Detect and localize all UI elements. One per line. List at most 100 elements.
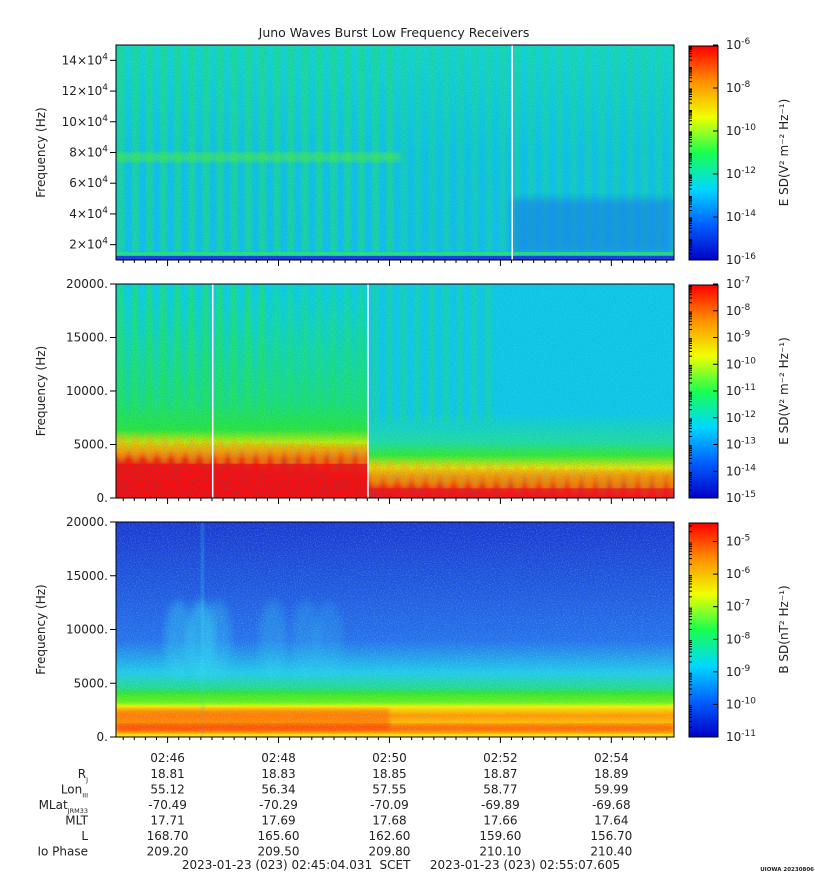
y-tick-label: 2×104 bbox=[69, 237, 108, 252]
ephemeris-value: 17.69 bbox=[261, 814, 295, 828]
ephemeris-value: 209.50 bbox=[258, 845, 300, 859]
y-tick-label: 14×104 bbox=[62, 52, 109, 67]
x-tick-label: 02:50 bbox=[372, 751, 407, 765]
y-tick-label: 0. bbox=[97, 491, 108, 505]
ephemeris-value: 162.60 bbox=[368, 829, 410, 843]
colorbar-tick-label: 10-16 bbox=[726, 252, 756, 267]
x-tick-label: 02:54 bbox=[594, 751, 629, 765]
y-tick-label: 12×104 bbox=[62, 83, 109, 98]
colorbar-tick-label: 10-13 bbox=[726, 437, 756, 452]
ephemeris-value: 168.70 bbox=[147, 829, 189, 843]
y-tick-label: 0. bbox=[97, 730, 108, 744]
x-tick-label: 02:46 bbox=[150, 751, 185, 765]
noise-texture bbox=[116, 284, 674, 498]
ephemeris-value: 17.71 bbox=[150, 814, 184, 828]
colorbar-tick-label: 10-8 bbox=[726, 303, 751, 318]
y-tick-label: 10×104 bbox=[62, 114, 109, 129]
ephemeris-value: -69.89 bbox=[481, 798, 520, 812]
ephemeris-table: RJ 18.81 18.83 18.85 18.87 18.89 LonIII 55.12 56… bbox=[37, 767, 632, 859]
colorbar-label: B SD(nT² Hz⁻¹) bbox=[777, 585, 791, 673]
colorbar-label: E SD(V² m⁻² Hz⁻¹) bbox=[777, 337, 791, 445]
ephemeris-value: 165.60 bbox=[258, 829, 300, 843]
spectrogram-image bbox=[116, 284, 674, 498]
colorbar-tick-label: 10-10 bbox=[726, 356, 756, 371]
colorbar bbox=[688, 45, 719, 261]
ephemeris-value: 18.81 bbox=[150, 767, 184, 781]
spectrogram-image bbox=[116, 45, 674, 260]
ephemeris-value: -70.29 bbox=[259, 798, 298, 812]
colorbar-tick-label: 10-9 bbox=[726, 664, 751, 679]
ephemeris-value: 159.60 bbox=[479, 829, 521, 843]
y-tick-label: 10000. bbox=[66, 623, 108, 637]
ephemeris-value: 17.64 bbox=[594, 814, 628, 828]
ephemeris-row-label: LonIII bbox=[61, 783, 88, 800]
y-tick-label: 15000. bbox=[66, 331, 108, 345]
y-axis-label: Frequency (Hz) bbox=[34, 346, 48, 437]
ephemeris-value: 18.85 bbox=[372, 767, 406, 781]
figure-title: Juno Waves Burst Low Frequency Receivers bbox=[258, 25, 530, 40]
institution-stamp: UIOWA 20230806 bbox=[760, 867, 814, 873]
ephemeris-value: 18.87 bbox=[483, 767, 517, 781]
y-tick-label: 5000. bbox=[74, 676, 108, 690]
ephemeris-value: -70.09 bbox=[370, 798, 409, 812]
colorbar-tick-label: 10-7 bbox=[726, 276, 750, 291]
bottom-spectrogram-panel: 0. 5000. 10000. 15000. 20000. Frequency (Hz) 1… bbox=[34, 515, 791, 744]
colorbar-tick-label: 10-8 bbox=[726, 631, 751, 646]
spectrogram-image bbox=[116, 522, 674, 737]
colorbar-tick-label: 10-11 bbox=[726, 729, 756, 744]
ephemeris-value: -70.49 bbox=[148, 798, 187, 812]
y-tick-label: 5000. bbox=[74, 438, 108, 452]
ephemeris-value: 57.55 bbox=[372, 783, 406, 797]
ephemeris-value: 156.70 bbox=[590, 829, 632, 843]
colorbar-tick-label: 10-8 bbox=[726, 80, 751, 95]
footer-end-time: 2023-01-23 (023) 02:55:07.605 bbox=[430, 858, 620, 872]
colorbar-tick-label: 10-9 bbox=[726, 330, 751, 345]
ephemeris-value: 209.20 bbox=[147, 845, 189, 859]
y-tick-label: 15000. bbox=[66, 569, 108, 583]
footer-start-time: 2023-01-23 (023) 02:45:04.031 bbox=[182, 858, 372, 872]
x-tick-label: 02:52 bbox=[483, 751, 518, 765]
ephemeris-value: 17.66 bbox=[483, 814, 517, 828]
colorbar-tick-label: 10-5 bbox=[726, 534, 750, 549]
ephemeris-value: 56.34 bbox=[261, 783, 295, 797]
colorbar-tick-label: 10-14 bbox=[726, 463, 756, 478]
y-tick-label: 20000. bbox=[66, 277, 108, 291]
top-spectrogram-panel: 2×104 4×104 6×104 8×104 10×104 12×104 14×104 Fr… bbox=[34, 37, 791, 267]
ephemeris-row-label: Io Phase bbox=[37, 845, 88, 859]
y-tick-label: 8×104 bbox=[69, 145, 108, 160]
ephemeris-row-label: L bbox=[81, 829, 88, 843]
ephemeris-row-label: RJ bbox=[78, 767, 88, 784]
colorbar-tick-label: 10-7 bbox=[726, 599, 750, 614]
colorbar-tick-label: 10-6 bbox=[726, 37, 751, 52]
middle-spectrogram-panel: 0. 5000. 10000. 15000. 20000. Frequency (Hz) 1… bbox=[34, 276, 791, 505]
y-tick-label: 10000. bbox=[66, 384, 108, 398]
data-gap bbox=[211, 284, 214, 498]
colorbar-tick-label: 10-10 bbox=[726, 696, 756, 711]
ephemeris-value: 209.80 bbox=[368, 845, 410, 859]
y-axis-label: Frequency (Hz) bbox=[34, 584, 48, 675]
ephemeris-value: 210.10 bbox=[479, 845, 521, 859]
ephemeris-value: 210.40 bbox=[590, 845, 632, 859]
colorbar-tick-label: 10-12 bbox=[726, 166, 756, 181]
y-tick-label: 4×104 bbox=[69, 206, 108, 221]
ephemeris-value: 18.89 bbox=[594, 767, 628, 781]
colorbar-tick-label: 10-11 bbox=[726, 383, 756, 398]
x-tick-label: 02:48 bbox=[261, 751, 296, 765]
data-gap bbox=[511, 45, 513, 260]
data-gap bbox=[367, 284, 369, 498]
ephemeris-value: 18.83 bbox=[261, 767, 295, 781]
ephemeris-value: 55.12 bbox=[150, 783, 184, 797]
colorbar-tick-label: 10-14 bbox=[726, 209, 756, 224]
ephemeris-row-label: MLatJRM33 bbox=[39, 798, 88, 815]
colorbar-label: E SD(V² m⁻² Hz⁻¹) bbox=[777, 99, 791, 207]
x-axis-tick-labels: 02:46 02:48 02:50 02:52 02:54 bbox=[150, 751, 628, 765]
colorbar-tick-label: 10-15 bbox=[726, 490, 756, 505]
footer-scet-label: SCET bbox=[380, 858, 412, 872]
colorbar-tick-label: 10-12 bbox=[726, 410, 756, 425]
ephemeris-row-label: MLT bbox=[65, 814, 88, 828]
colorbar bbox=[688, 522, 719, 738]
ephemeris-value: -69.68 bbox=[592, 798, 631, 812]
ephemeris-value: 59.99 bbox=[594, 783, 628, 797]
